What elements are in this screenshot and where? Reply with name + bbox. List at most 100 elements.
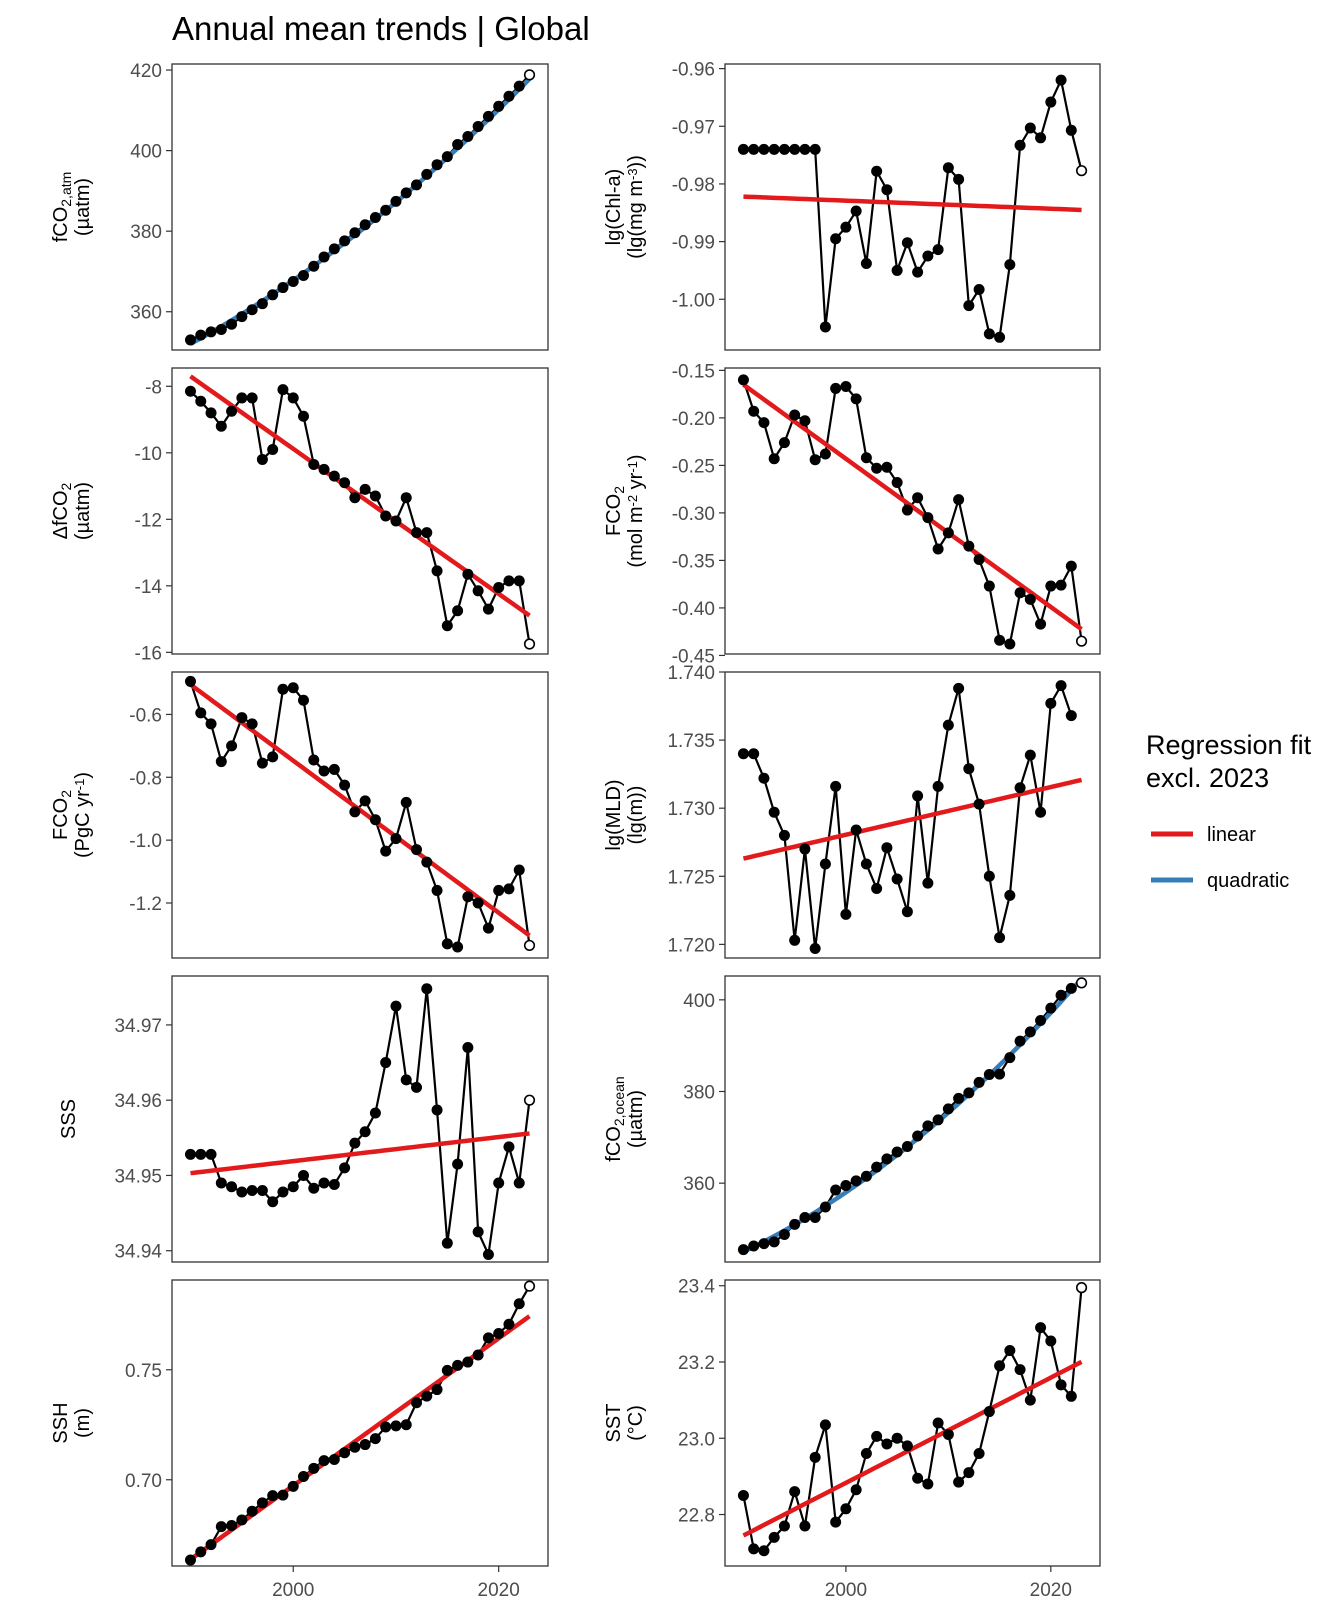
data-point [318,1177,330,1189]
data-point [462,891,474,903]
data-point [482,1332,494,1344]
data-point [215,1177,227,1189]
data-point [184,385,196,397]
data-point [431,884,443,896]
data-point [308,1462,320,1474]
data-point [328,470,340,482]
data-point [932,1114,944,1126]
data-point [339,477,351,489]
data-point [881,1153,893,1165]
data-point [1004,259,1016,271]
y-tick-label: -0.35 [672,551,715,572]
data-point [421,983,433,995]
data-point [830,1184,842,1196]
data-point [809,454,821,466]
data-point [493,1327,505,1339]
data-point [472,1349,484,1361]
data-point [328,243,340,255]
data-point [1035,132,1047,144]
data-point [1035,1322,1047,1334]
data-point [809,1451,821,1463]
data-point [482,922,494,934]
data-point [953,1476,965,1488]
data-point [983,580,995,592]
data-point [482,110,494,122]
data-point [758,1238,770,1250]
data-point [215,1521,227,1533]
data-point [236,311,248,323]
data-point [246,392,258,404]
data-point [431,159,443,171]
data-point [421,527,433,539]
data-point [472,897,484,909]
y-axis-title: SSH [50,1402,72,1443]
data-point [1035,1014,1047,1026]
data-point [277,1489,289,1501]
data-point [1004,1052,1016,1064]
data-point [328,1454,340,1466]
data-point [493,1177,505,1189]
data-point [963,1087,975,1099]
data-point [472,1226,484,1238]
panel-frame [724,367,1101,655]
point-2023 [523,1280,536,1292]
panel-frame [724,1279,1101,1567]
y-axis-title: FCO2 [50,790,74,840]
data-point [184,334,196,346]
data-point [298,269,309,281]
data-point [236,712,248,724]
data-point [963,1467,975,1479]
data-point [195,707,207,719]
y-tick-label: 380 [683,1083,715,1104]
point-2023 [523,638,536,650]
data-point [737,374,749,386]
data-point [246,1505,258,1517]
data-point [328,763,340,775]
data-point [963,300,975,312]
data-point [994,1068,1006,1080]
data-point [912,266,924,278]
y-axis-title: lg(MLD) [603,779,625,850]
data-point [1035,806,1047,818]
y-axis-title: (µatm) [72,482,94,540]
data-point [503,90,515,102]
y-axis-title: (°C) [625,1405,647,1441]
y-axis-title: SSS [58,1099,80,1139]
data-point [462,568,474,580]
data-point [1024,122,1036,134]
data-point [973,1076,985,1088]
data-point [901,1440,913,1452]
fit-quadratic [189,77,532,346]
data-point [860,452,872,464]
data-point [298,410,309,422]
data-point [789,409,801,421]
data-point [789,934,801,946]
point-2023 [1075,1282,1088,1294]
data-point [778,437,790,449]
data-point [308,260,320,272]
data-point [932,780,944,792]
data-point [513,575,525,587]
data-point [267,1490,279,1502]
data-point [830,1516,842,1528]
y-axis-title: (lg(mg m-3)) [625,155,647,259]
data-point [256,298,268,310]
data-point [799,143,811,155]
data-point [441,151,453,163]
data-point [482,1248,494,1260]
data-point [298,1169,309,1181]
data-point [462,1042,474,1053]
y-tick-label: 23.4 [678,1277,715,1298]
data-point [768,143,780,155]
data-point [1055,1379,1067,1391]
data-point [380,845,392,857]
y-tick-label: 34.96 [114,1091,162,1112]
x-tick-label: 2000 [272,1580,314,1601]
data-point [891,1432,903,1444]
y-tick-label: 360 [130,303,162,324]
data-point [1004,889,1016,901]
data-point [1045,1335,1057,1347]
y-tick-label: -1.2 [129,894,162,915]
data-point [748,1543,760,1555]
point-2023 [1075,977,1088,989]
